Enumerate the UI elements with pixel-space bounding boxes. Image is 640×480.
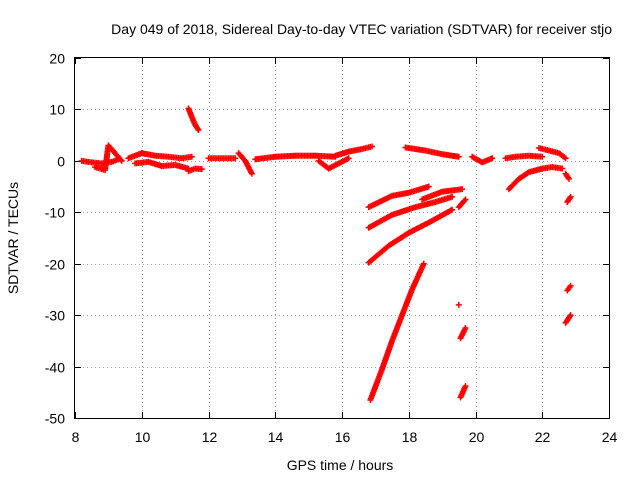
y-tick-label: -40: [45, 360, 65, 376]
data-point: [455, 153, 462, 160]
data-point: [489, 155, 496, 162]
data-point: [462, 325, 469, 331]
x-tick-label: 24: [602, 429, 618, 445]
data-point: [565, 175, 572, 182]
x-tick-label: 22: [535, 429, 551, 445]
y-axis-label: SDTVAR / TECUs: [5, 182, 21, 294]
y-tick-label: 20: [49, 51, 65, 67]
data-point: [462, 383, 469, 390]
data-point: [462, 196, 469, 203]
data-point: [562, 155, 569, 162]
x-tick-label: 20: [469, 429, 485, 445]
y-tick-label: 0: [57, 154, 65, 170]
x-axis-label: GPS time / hours: [287, 457, 394, 473]
data-point: [567, 312, 574, 319]
data-points: [78, 105, 574, 403]
data-point: [567, 193, 574, 200]
data-point: [567, 282, 574, 289]
data-point: [425, 183, 432, 190]
data-point: [345, 155, 352, 162]
data-point: [455, 301, 462, 308]
plot-frame: [74, 57, 610, 419]
x-tick-label: 12: [202, 429, 218, 445]
data-point: [248, 170, 255, 177]
data-point: [198, 166, 205, 173]
y-tick-label: -30: [45, 308, 65, 324]
x-tick-label: 16: [335, 429, 351, 445]
chart-title: Day 049 of 2018, Sidereal Day-to-day VTE…: [111, 21, 612, 37]
y-tick-label: -50: [45, 411, 65, 427]
data-point: [195, 127, 202, 133]
data-point: [539, 153, 546, 160]
x-tick-label: 8: [72, 429, 80, 445]
data-point: [449, 193, 456, 200]
data-point: [118, 157, 125, 164]
grid: [75, 58, 609, 418]
x-tick-label: 14: [268, 429, 284, 445]
x-tick-label: 10: [135, 429, 151, 445]
data-point: [459, 186, 466, 193]
y-tick-label: 10: [49, 102, 65, 118]
data-point: [369, 143, 376, 150]
data-point: [188, 153, 195, 160]
y-tick-label: -10: [45, 205, 65, 221]
data-point: [559, 165, 566, 172]
data-point: [232, 155, 239, 162]
data-point: [449, 206, 456, 213]
x-tick-label: 18: [402, 429, 418, 445]
y-tick-label: -20: [45, 257, 65, 273]
axis-ticks: 8 10 12 14 16 18 20 22 24 -50 -40 -30 -20 -10 0 10 20: [45, 51, 618, 446]
data-point: [420, 260, 427, 267]
